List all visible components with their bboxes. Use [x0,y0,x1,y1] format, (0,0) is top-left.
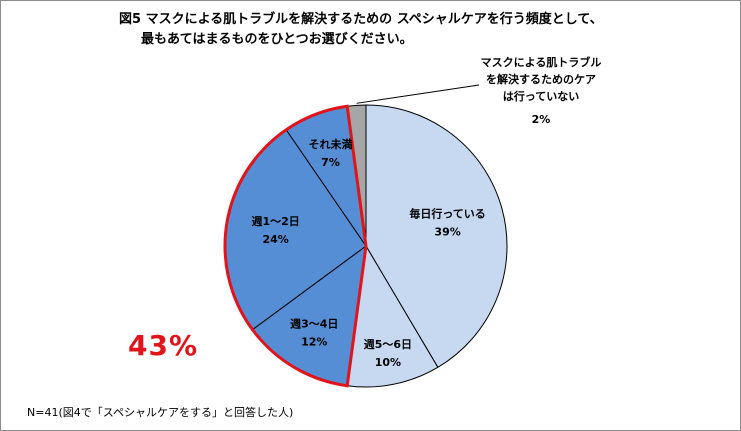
slice-value-4: 7% [321,156,340,169]
slice-value-3: 24% [262,233,288,246]
slice-value-2: 12% [301,335,327,348]
slice-value-1: 10% [375,356,401,369]
pie-slice-1 [346,244,439,388]
slice-label-1: 週5～6日 [364,337,412,351]
slice-value-5: 2% [532,113,551,126]
slice-value-0: 39% [434,226,460,239]
slice-label-4: それ未満 [309,137,353,151]
slice-label-0: 毎日行っている [409,207,485,221]
chart-title-line1: 図5 マスクによる肌トラブルを解決するための スペシャルケアを行う頻度として、 [119,12,603,27]
footnote: N=41(図4で「スペシャルケアをする」と回答した人) [27,406,294,419]
leader-line [356,84,480,104]
slice-label-5-line-2: は行っていない [503,89,579,103]
slice-label-2: 週3～4日 [290,316,338,330]
highlight-total-label: 43% [128,329,199,362]
slice-label-3: 週1～2日 [251,214,299,228]
pie-slice-0 [365,104,508,369]
pie-labels: 毎日行っている 39% 週5～6日 10% 週3～4日 12% 週1～2日 24% それ未満 7%… [251,55,601,369]
chart-title-line2: 最もあてはまるものをひとつお選びください。 [141,32,413,47]
slice-label-5-line-0: マスクによる肌トラブル [481,55,602,69]
highlight-outline [223,104,368,388]
chart-title: 図5 マスクによる肌トラブルを解決するための スペシャルケアを行う頻度として、 … [119,10,679,50]
slice-label-5-line-1: を解決するためのケア [486,72,596,86]
